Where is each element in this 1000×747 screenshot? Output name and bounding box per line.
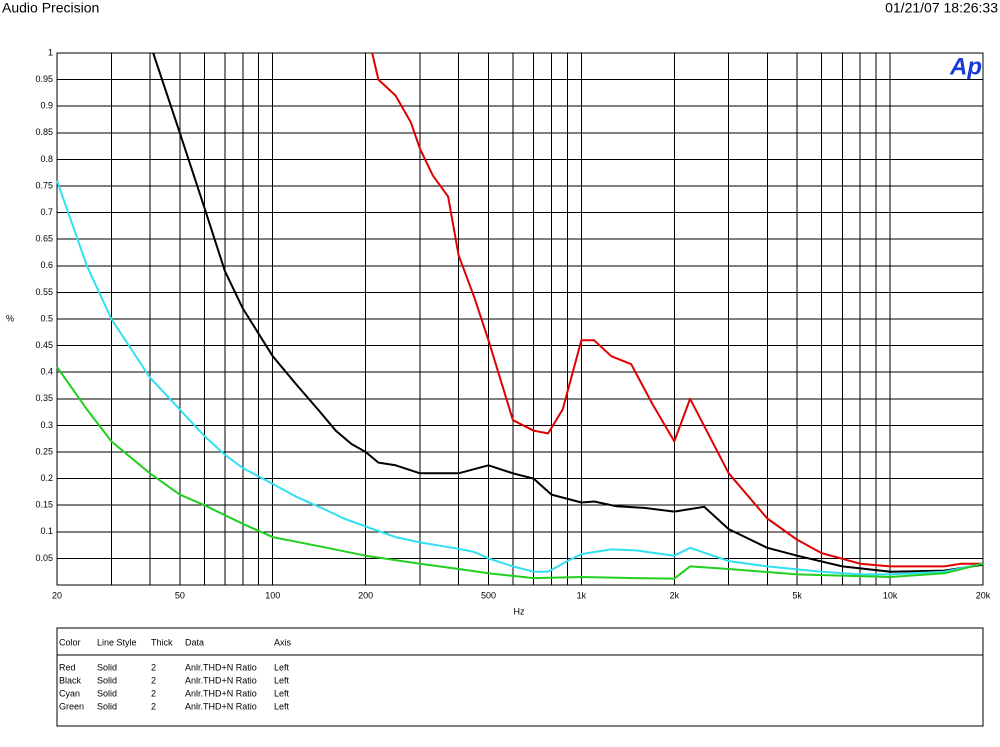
legend-header: Axis (274, 637, 292, 647)
timestamp: 01/21/07 18:26:33 (885, 0, 998, 16)
x-tick-label: 10k (883, 590, 898, 600)
legend-header: Line Style (97, 637, 137, 647)
y-tick-label: 0.4 (40, 367, 53, 377)
series-line (56, 180, 984, 576)
y-tick-label: 0.65 (35, 234, 53, 244)
y-tick-label: 0.7 (40, 207, 53, 217)
title: Audio Precision (2, 0, 99, 16)
y-axis-label: % (6, 313, 14, 323)
legend-cell: Anlr.THD+N Ratio (185, 701, 257, 711)
series-line (56, 366, 984, 580)
y-tick-label: 0.6 (40, 260, 53, 270)
x-tick-label: 200 (358, 590, 373, 600)
legend-cell: Anlr.THD+N Ratio (185, 688, 257, 698)
legend-cell: Solid (97, 675, 117, 685)
legend-cell: 2 (151, 662, 156, 672)
legend-cell: Solid (97, 688, 117, 698)
legend-cell: Anlr.THD+N Ratio (185, 662, 257, 672)
y-tick-label: 0.2 (40, 473, 53, 483)
y-tick-label: 1 (48, 47, 53, 57)
y-tick-label: 0.85 (35, 127, 53, 137)
legend-cell: Left (274, 675, 290, 685)
legend-cell: Left (274, 662, 290, 672)
y-tick-label: 0.05 (35, 553, 53, 563)
legend-cell: Left (274, 688, 290, 698)
legend-header: Thick (151, 637, 173, 647)
x-tick-label: 2k (670, 590, 680, 600)
x-tick-label: 5k (792, 590, 802, 600)
y-tick-label: 0.75 (35, 180, 53, 190)
legend-cell: 2 (151, 675, 156, 685)
legend-cell: Anlr.THD+N Ratio (185, 675, 257, 685)
legend-entry: Cyan (59, 688, 80, 698)
legend-header: Color (59, 637, 81, 647)
y-tick-label: 0.95 (35, 74, 53, 84)
x-tick-label: 100 (265, 590, 280, 600)
series-line (371, 52, 983, 568)
y-tick-label: 0.25 (35, 446, 53, 456)
legend-box (56, 627, 984, 727)
legend-cell: 2 (151, 701, 156, 711)
x-tick-label: 50 (175, 590, 185, 600)
logo: Ap (949, 53, 982, 80)
x-tick-label: 1k (577, 590, 587, 600)
legend-entry: Green (59, 701, 84, 711)
y-tick-label: 0.1 (40, 526, 53, 536)
y-tick-label: 0.8 (40, 154, 53, 164)
legend-cell: Solid (97, 662, 117, 672)
y-tick-label: 0.45 (35, 340, 53, 350)
legend-cell: Solid (97, 701, 117, 711)
series-line (152, 52, 984, 573)
y-tick-label: 0.5 (40, 313, 53, 323)
y-tick-label: 0.35 (35, 393, 53, 403)
y-tick-label: 0.9 (40, 101, 53, 111)
x-tick-label: 500 (481, 590, 496, 600)
x-tick-label: 20 (52, 590, 62, 600)
legend-cell: Left (274, 701, 290, 711)
legend-cell: 2 (151, 688, 156, 698)
x-tick-label: 20k (976, 590, 991, 600)
legend-header: Data (185, 637, 204, 647)
legend-entry: Black (59, 675, 82, 685)
x-axis-label: Hz (514, 606, 525, 616)
y-tick-label: 0.15 (35, 500, 53, 510)
y-tick-label: 0.3 (40, 420, 53, 430)
legend-entry: Red (59, 662, 76, 672)
y-tick-label: 0.55 (35, 287, 53, 297)
